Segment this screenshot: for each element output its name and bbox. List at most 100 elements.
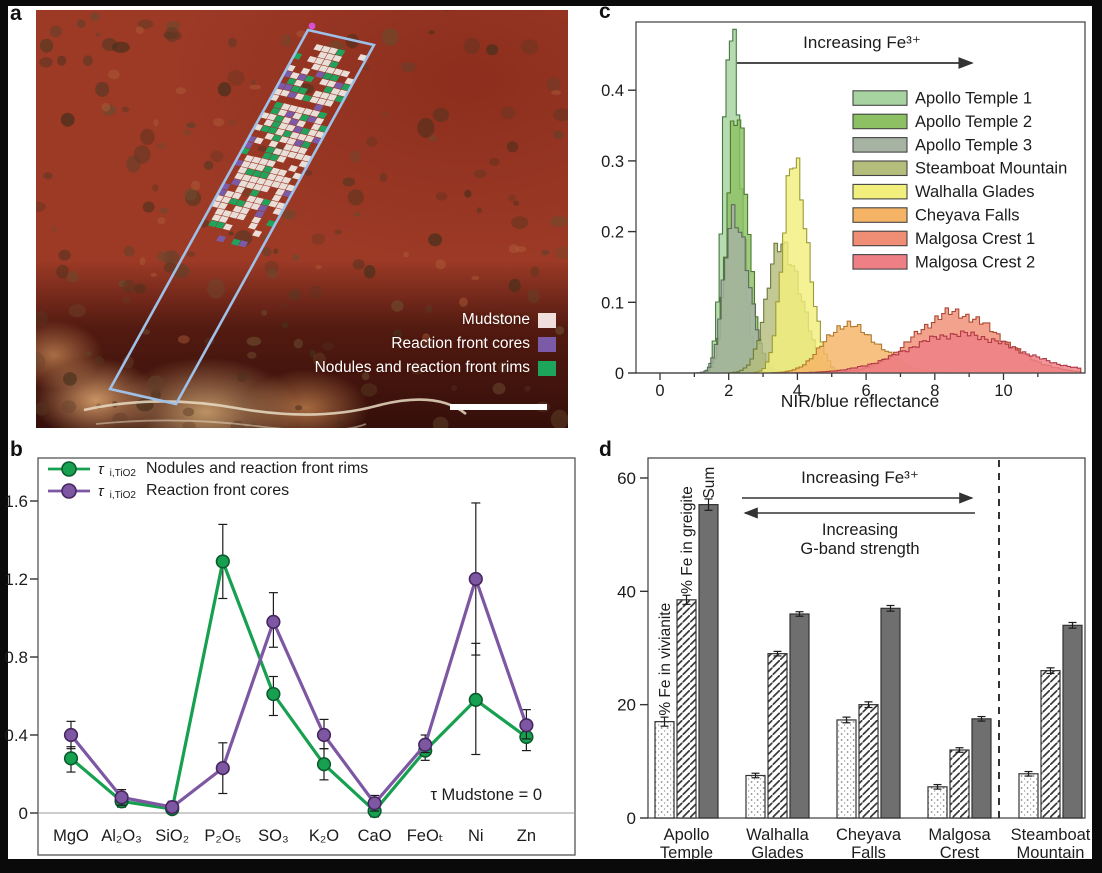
rock-speckle: [443, 10, 450, 12]
rock-speckle: [508, 278, 521, 293]
panel-b-legend-item: τ i,TiO2 Nodules and reaction front rims: [46, 458, 368, 480]
rock-speckle: [304, 170, 313, 176]
rock-speckle: [464, 189, 472, 198]
grid-cell-mudstone: [328, 47, 339, 55]
rock-speckle: [49, 25, 62, 38]
grid-cell-mudstone: [325, 66, 336, 74]
rock-speckle: [118, 280, 128, 288]
grid-cell-mudstone: [240, 160, 251, 168]
rock-speckle: [182, 421, 196, 428]
rock-speckle: [336, 420, 345, 426]
rock-speckle: [237, 371, 247, 383]
rock-speckle: [428, 233, 443, 247]
panel-a-legend-item: Nodules and reaction front rims: [315, 359, 556, 377]
grid-cell-rim: [286, 78, 297, 85]
rock-speckle: [313, 352, 326, 368]
panel-a-legend-item: Reaction front cores: [391, 335, 556, 353]
series-label-rotated: Sum: [701, 467, 718, 499]
grid-cell-mudstone: [275, 188, 285, 196]
grid-cell-rim: [261, 198, 272, 206]
tau-symbol: τ: [98, 460, 104, 478]
grid-cell-rim: [304, 75, 315, 83]
rock-speckle: [163, 262, 177, 273]
category-label: Glades: [751, 844, 803, 862]
rock-speckle: [146, 375, 165, 394]
rock-speckle: [459, 297, 468, 307]
rock-speckle: [249, 84, 261, 90]
legend-swatch: [852, 90, 908, 106]
grid-cell-core: [257, 204, 268, 212]
rock-speckle: [121, 106, 130, 113]
rock-speckle: [164, 26, 180, 43]
rock-speckle: [554, 246, 568, 260]
grid-cell-rim: [249, 189, 260, 197]
panel-a-legend-item: Mudstone: [462, 311, 556, 329]
rock-speckle: [51, 226, 58, 232]
grid-cell-mudstone: [276, 155, 287, 163]
grid-cell-mudstone: [278, 122, 289, 130]
rock-speckle: [281, 33, 293, 47]
bar: [880, 607, 901, 819]
rock-speckle: [246, 336, 262, 346]
rock-speckle: [422, 333, 431, 343]
rock-speckle: [435, 259, 446, 270]
grid-cell-mudstone: [243, 201, 254, 209]
rock-speckle: [432, 107, 449, 122]
grid-cell-core: [297, 73, 308, 81]
grid-cell-rim: [271, 121, 281, 129]
grid-cell-mudstone: [318, 65, 329, 73]
tick-label: 0.4: [601, 82, 624, 100]
grid-cell-mudstone: [314, 57, 325, 65]
grid-cell-mudstone: [283, 143, 294, 151]
category-label: Apollo: [664, 826, 710, 844]
grid-cell-core: [333, 82, 344, 90]
rock-speckle: [122, 279, 136, 294]
rock-speckle: [527, 289, 540, 303]
grid-cell-mudstone: [297, 133, 307, 141]
grid-cell-mudstone: [248, 222, 258, 230]
data-point: [468, 692, 483, 708]
rock-speckle: [150, 272, 157, 277]
legend-label: Apollo Temple 1: [915, 90, 1032, 108]
rock-speckle: [391, 300, 404, 312]
rock-speckle: [56, 264, 69, 279]
grid-cell-rim: [252, 170, 263, 178]
grid-cell-mudstone: [279, 149, 290, 157]
grid-cell-rim: [300, 127, 311, 135]
grid-cell-mudstone: [288, 165, 298, 172]
grid-cell-mudstone: [270, 167, 281, 175]
rock-speckle: [334, 229, 342, 235]
rock-speckle: [184, 187, 197, 201]
grid-cell-core: [306, 115, 317, 123]
grid-cell-mudstone: [268, 200, 279, 208]
grid-cell-mudstone: [295, 106, 306, 114]
grid-cell-mudstone: [300, 67, 311, 75]
data-point: [215, 761, 230, 776]
legend-label: Steamboat Mountain: [915, 160, 1067, 178]
category-label: Walhalla: [746, 826, 809, 844]
grid-cell-mudstone: [218, 215, 229, 223]
rock-speckle: [228, 120, 236, 126]
bar: [927, 786, 948, 819]
data-point: [215, 554, 230, 569]
data-point: [63, 727, 79, 743]
rock-speckle: [184, 129, 191, 136]
bar: [745, 774, 766, 819]
rock-speckle: [191, 180, 201, 191]
grid-cell-mudstone: [211, 214, 222, 222]
panel-a-legend-label: Reaction front cores: [391, 335, 530, 352]
grid-cell-mudstone: [293, 79, 304, 87]
rock-speckle: [43, 172, 53, 180]
bar: [1040, 670, 1061, 819]
rock-speckle: [39, 57, 53, 68]
grid-cell-mudstone: [320, 45, 331, 53]
grid-cell-mudstone: [280, 89, 290, 97]
tick-label: 10: [994, 382, 1012, 400]
panel-c-plot: 0 0.1 0.2 0.3 0.4 0 2 4 6 8 10 Apollo Temple 1 Apoll…: [601, 21, 1086, 400]
grid-cell-mudstone: [255, 164, 266, 172]
grid-cell-mudstone: [324, 99, 334, 107]
target-outline: [108, 28, 376, 406]
grid-cell-rim: [302, 94, 312, 102]
category-label: Mountain: [1017, 844, 1085, 862]
